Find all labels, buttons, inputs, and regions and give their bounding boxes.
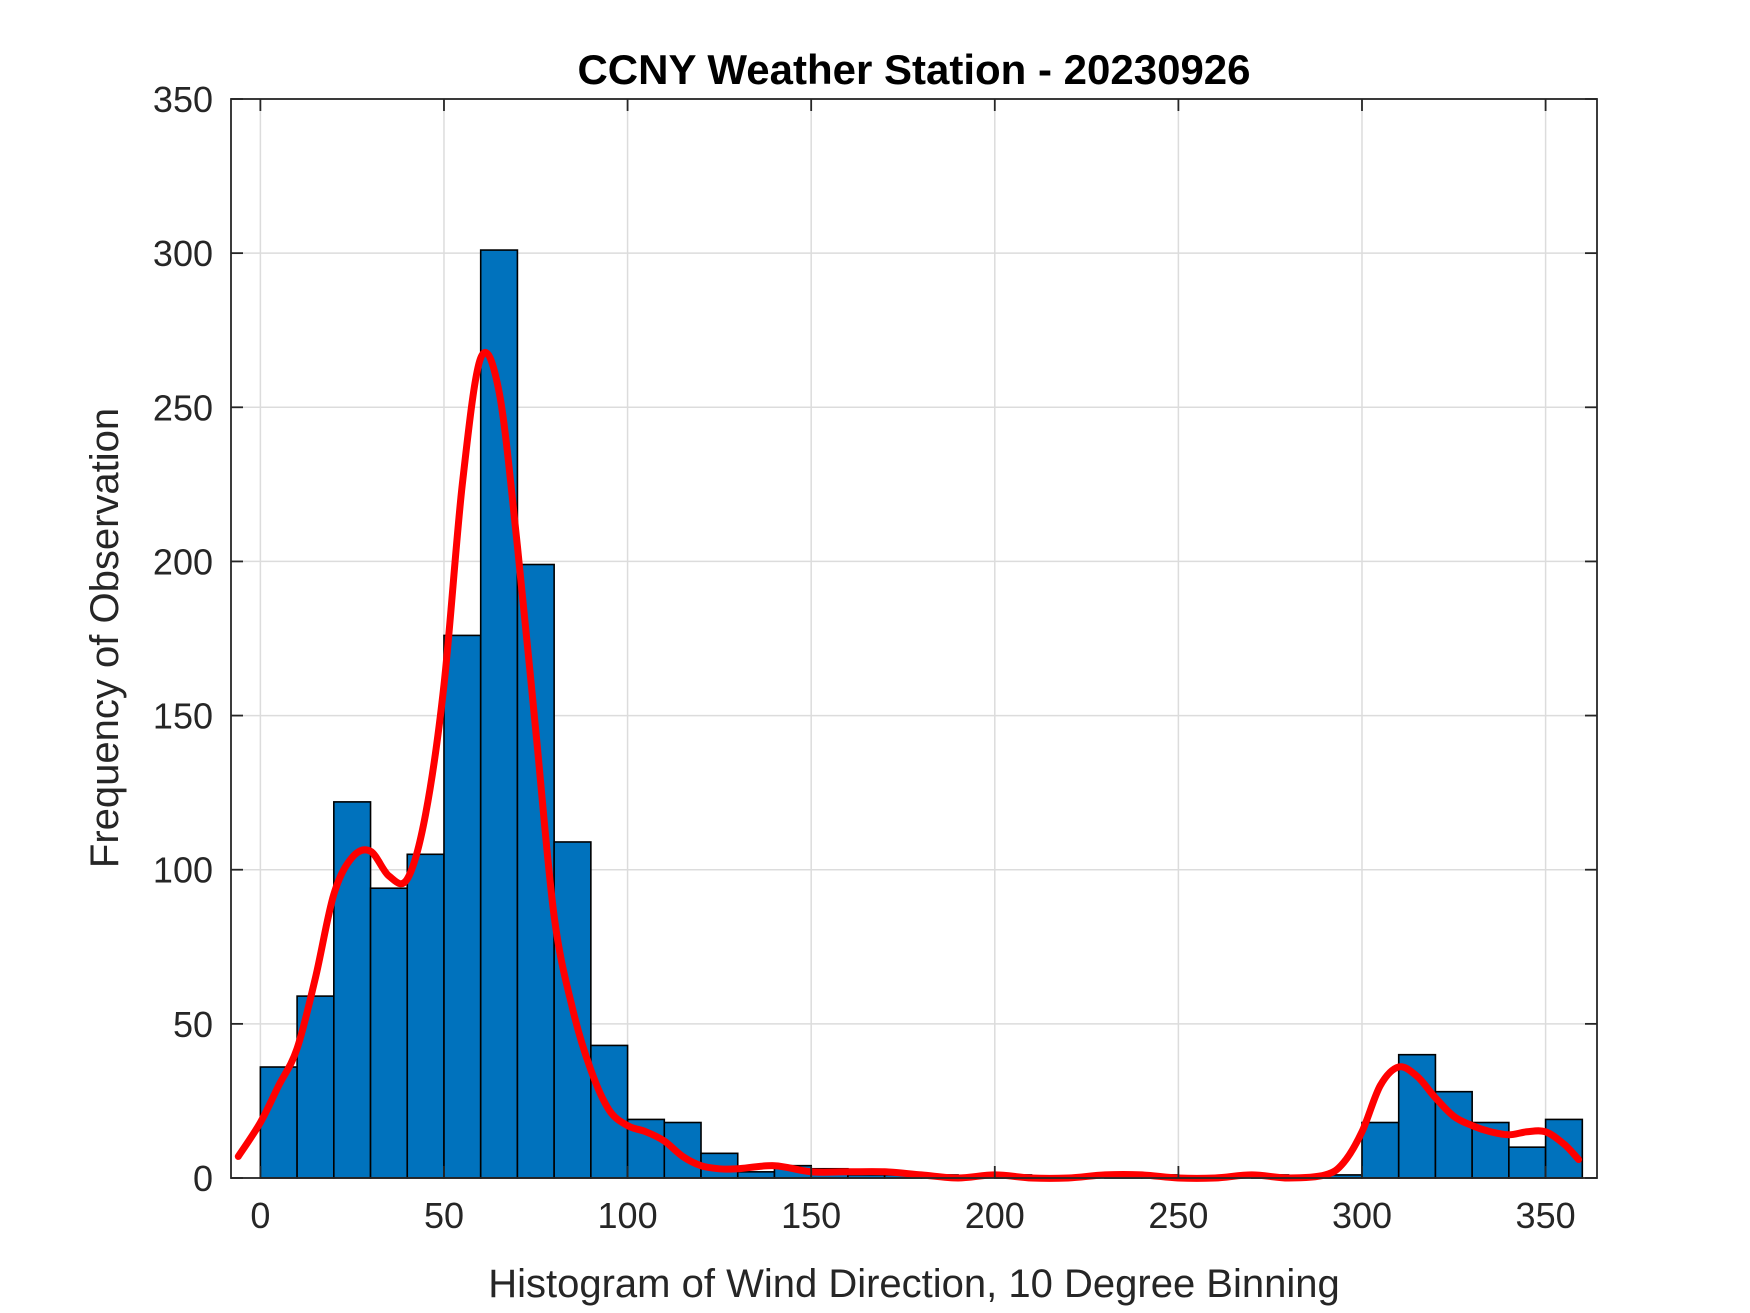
density-curve-line (234, 348, 1583, 1182)
x-tick-label: 350 (1516, 1195, 1576, 1236)
x-tick-label: 50 (424, 1195, 464, 1236)
y-tick-label: 150 (153, 696, 213, 737)
axes-box (230, 98, 1598, 1179)
histogram-bar (443, 634, 482, 1179)
density-curve (234, 348, 1583, 1182)
chart-title: CCNY Weather Station - 20230926 (577, 46, 1250, 93)
x-tick-label: 300 (1332, 1195, 1392, 1236)
y-tick-label: 350 (153, 79, 213, 120)
y-tick-label: 50 (173, 1004, 213, 1045)
histogram-bar (1361, 1121, 1400, 1179)
y-tick-label: 250 (153, 387, 213, 428)
y-tick-label: 300 (153, 233, 213, 274)
axes-frame (230, 98, 1598, 1179)
histogram-bar (736, 1171, 776, 1179)
x-axis-label: Histogram of Wind Direction, 10 Degree B… (488, 1262, 1340, 1306)
y-tick-label: 100 (153, 850, 213, 891)
histogram-bar (1508, 1146, 1547, 1179)
histogram-bar (590, 1044, 629, 1179)
tick-labels: 0 50 100 150 200 250 300 350 0 50 100 150 200 250 300 3… (153, 79, 1576, 1236)
y-axis-label: Frequency of Observation (83, 408, 127, 868)
histogram-bar (369, 887, 409, 1179)
x-tick-label: 100 (598, 1195, 658, 1236)
x-tick-label: 150 (781, 1195, 841, 1236)
y-tick-label: 0 (193, 1158, 213, 1199)
x-tick-label: 250 (1148, 1195, 1208, 1236)
x-tick-label: 0 (250, 1195, 270, 1236)
x-tick-label: 200 (965, 1195, 1025, 1236)
y-tick-label: 200 (153, 541, 213, 582)
histogram-bar (406, 853, 445, 1179)
histogram-bar (663, 1121, 702, 1179)
